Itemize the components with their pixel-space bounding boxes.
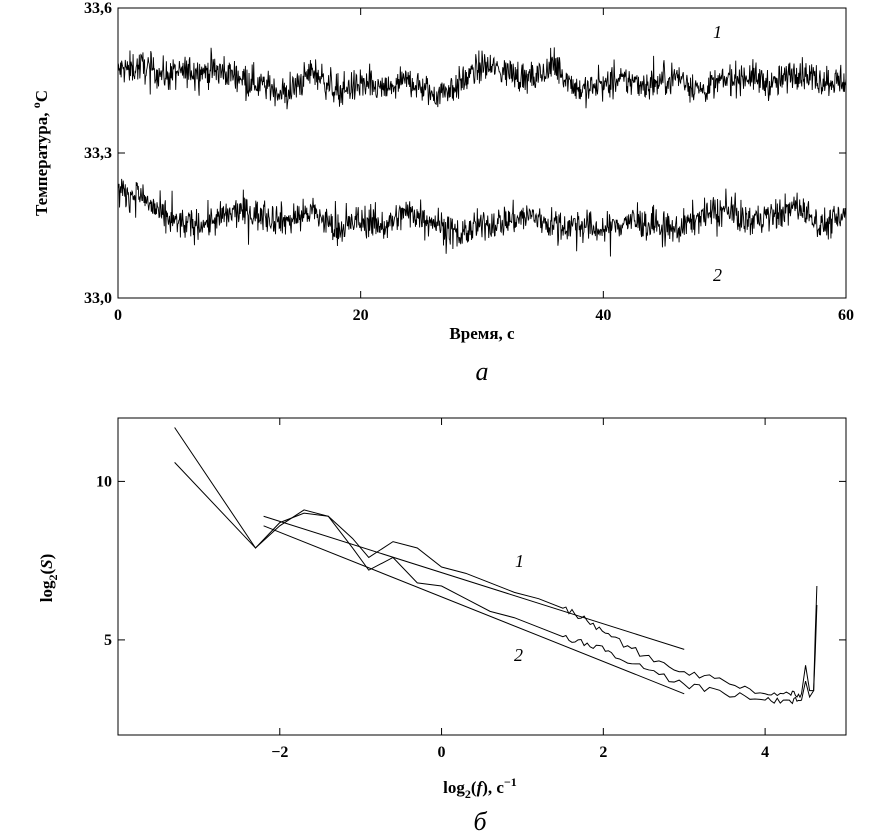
panel-label-a: а [476,357,489,386]
series-1-trace [117,47,847,110]
curve-label-1-a: 1 [713,22,722,42]
y-tick-label: 33,6 [84,0,112,17]
chart-a: 0 20 40 60 33,0 33,3 33,6 1 2 Время, с Темпер… [29,0,854,386]
x-tick-label: 20 [353,307,369,324]
x-tick-label: 4 [761,744,769,761]
x-tick-label: 0 [438,744,446,761]
series-2-trace [117,178,847,257]
y-tick-label: 10 [96,473,112,490]
y-tick-label: 33,3 [84,145,112,162]
spectrum-1-line [174,462,818,699]
curve-label-2-b: 2 [514,645,523,665]
fit-line-2 [263,525,685,695]
x-tick-label: 2 [599,744,607,761]
spectrum-2-line [174,427,818,705]
x-tick-label: 60 [838,307,854,324]
x-tick-label: −2 [271,744,288,761]
x-axis-label-a: Время, с [449,324,515,343]
y-axis-label-a: Температура, oC [29,90,51,216]
curve-label-1-b: 1 [515,551,524,571]
y-axis-label-b: log2(S) [37,554,60,603]
plot-frame-b [117,417,847,736]
curve-label-2-a: 2 [713,265,722,285]
y-tick-label: 33,0 [84,290,112,307]
fit-line-1 [263,515,685,650]
chart-b: −2 0 2 4 5 10 1 2 log2(f), c−1 log2(S) б [37,417,847,836]
x-tick-label: 40 [595,307,611,324]
x-tick-label: 0 [114,307,122,324]
panel-label-b: б [473,807,487,836]
y-tick-label: 5 [104,632,112,649]
x-axis-label-b: log2(f), c−1 [443,775,517,801]
